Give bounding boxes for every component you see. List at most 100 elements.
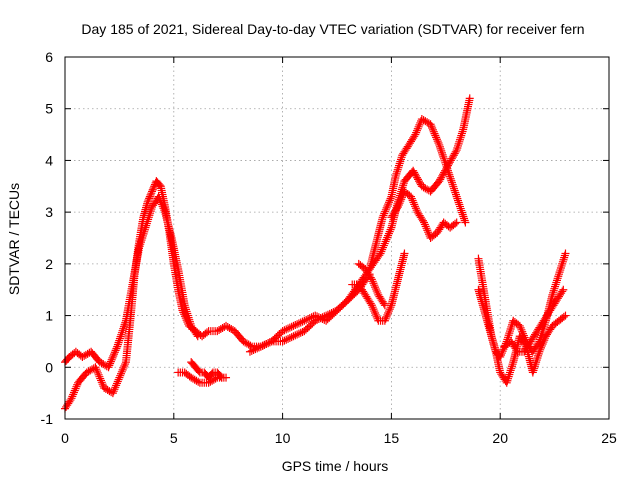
data-point — [384, 307, 393, 316]
data-point — [105, 361, 114, 370]
data-point — [410, 168, 419, 177]
data-point — [287, 322, 296, 331]
data-point — [536, 345, 545, 354]
x-axis-title: GPS time / hours — [282, 458, 389, 474]
data-point — [155, 194, 164, 203]
x-tick-label: 15 — [384, 430, 400, 446]
data-point — [146, 209, 155, 218]
data-point — [451, 147, 460, 156]
data-point — [291, 331, 300, 340]
data-point — [285, 323, 294, 332]
data-point — [465, 94, 474, 103]
data-point — [433, 137, 442, 146]
data-point — [371, 283, 380, 292]
data-point — [384, 308, 393, 317]
data-point — [117, 367, 126, 376]
data-point — [294, 319, 303, 328]
data-point — [506, 325, 515, 334]
data-point — [249, 346, 258, 355]
data-point — [381, 314, 390, 323]
data-point — [294, 329, 303, 338]
data-point — [311, 311, 320, 320]
data-point — [112, 379, 121, 388]
data-point — [71, 384, 80, 393]
data-point — [256, 342, 265, 351]
data-point — [436, 175, 445, 184]
data-point — [554, 270, 563, 279]
data-point — [410, 132, 419, 141]
data-point — [442, 162, 451, 171]
data-point — [158, 202, 167, 211]
data-point — [314, 313, 323, 322]
data-point — [396, 157, 405, 166]
data-point — [192, 330, 201, 339]
data-point — [110, 350, 119, 359]
data-point — [251, 345, 260, 354]
data-point — [384, 229, 393, 238]
y-tick-label: 3 — [45, 204, 53, 220]
y-tick-label: 2 — [45, 256, 53, 272]
data-point — [94, 370, 103, 379]
data-point — [114, 338, 123, 347]
y-tick-label: 5 — [45, 101, 53, 117]
data-point — [366, 273, 375, 282]
data-point — [157, 198, 166, 207]
data-point — [431, 131, 440, 140]
series-track-b — [61, 192, 202, 372]
chart-title: Day 185 of 2021, Sidereal Day-to-day VTE… — [81, 21, 584, 37]
data-point — [515, 321, 524, 330]
data-point — [395, 159, 404, 168]
data-point — [538, 340, 547, 349]
data-point — [423, 226, 432, 235]
data-point — [452, 190, 461, 199]
data-point — [448, 152, 457, 161]
data-point — [445, 170, 454, 179]
data-point — [280, 326, 289, 335]
data-point — [367, 275, 376, 284]
data-point — [392, 204, 401, 213]
data-point — [506, 366, 515, 375]
data-point — [109, 352, 118, 361]
data-point — [409, 198, 418, 207]
data-point — [432, 135, 441, 144]
data-point — [398, 183, 407, 192]
data-point — [421, 222, 430, 231]
data-point — [282, 325, 291, 334]
data-point — [395, 161, 404, 170]
data-point — [518, 327, 527, 336]
data-point — [378, 213, 387, 222]
data-point — [117, 369, 126, 378]
data-point — [66, 396, 75, 405]
data-point — [441, 160, 450, 169]
data-point — [113, 342, 122, 351]
data-point — [534, 351, 543, 360]
y-tick-label: 0 — [45, 359, 53, 375]
data-point — [391, 171, 400, 180]
data-point — [119, 324, 128, 333]
axis-ticks — [64, 56, 610, 420]
data-point — [451, 219, 460, 228]
y-axis-title: SDTVAR / TECUs — [6, 183, 22, 295]
data-point — [505, 329, 514, 338]
series-track-k — [474, 285, 570, 387]
data-point — [457, 206, 466, 215]
series-track-l — [500, 285, 568, 356]
data-point — [560, 251, 569, 260]
data-point — [456, 133, 465, 142]
data-point — [406, 192, 415, 201]
data-point — [371, 285, 380, 294]
data-point — [368, 277, 377, 286]
data-point — [424, 228, 433, 237]
data-point — [111, 346, 120, 355]
data-point — [447, 154, 456, 163]
data-point — [285, 333, 294, 342]
data-point — [116, 371, 125, 380]
data-point — [194, 377, 203, 386]
data-point — [148, 187, 157, 196]
data-point — [202, 328, 211, 337]
data-point — [313, 312, 322, 321]
data-point — [262, 340, 271, 349]
data-point — [385, 227, 394, 236]
data-point — [392, 169, 401, 178]
data-point — [379, 211, 388, 220]
